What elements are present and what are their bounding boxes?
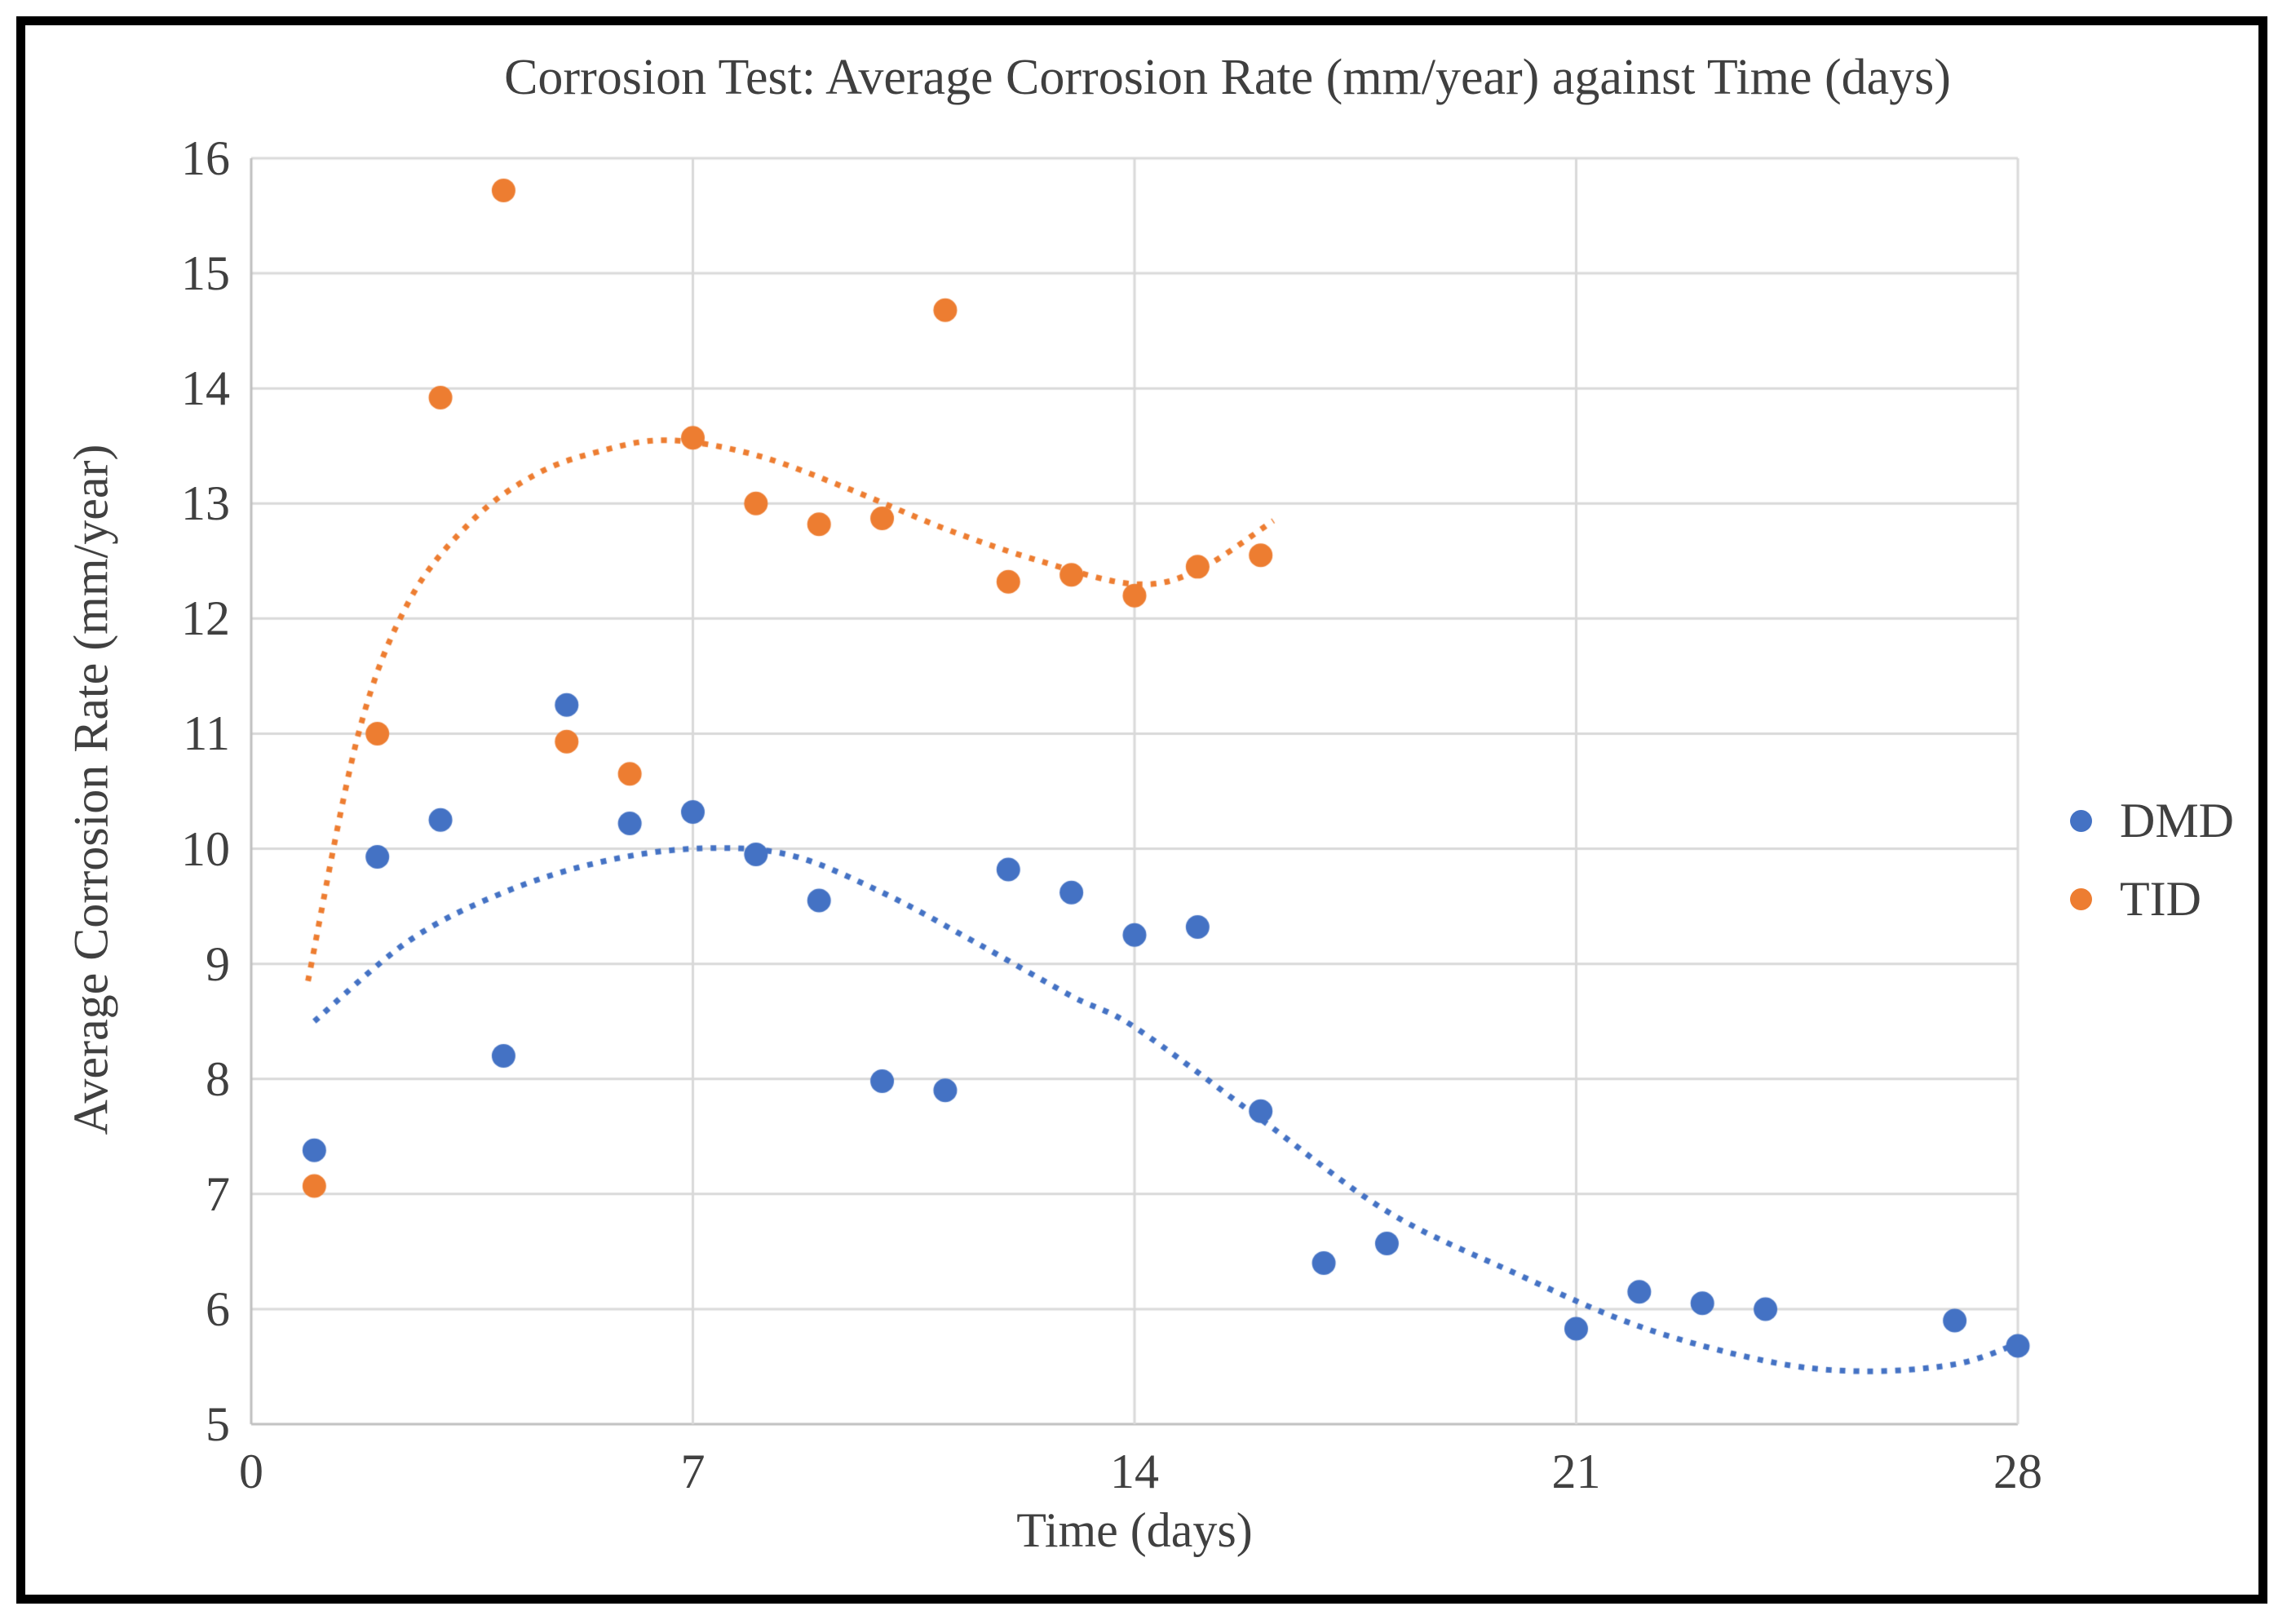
x-tick-label: 14 [1110,1445,1159,1498]
y-tick-label: 9 [206,936,230,991]
y-tick-label: 15 [181,246,230,301]
x-tick-label: 0 [239,1445,263,1498]
y-tick-label: 11 [183,706,230,761]
y-tick-label: 14 [181,361,230,416]
y-tick-label: 10 [181,821,230,876]
y-axis-title: Average Corrosion Rate (mm/year) [64,444,118,1135]
legend-item-dmd: DMD [2070,791,2234,850]
x-tick-label: 28 [1993,1445,2042,1498]
y-tick-label: 13 [181,476,230,531]
legend-label-tid: TID [2120,871,2201,926]
tid-series-dot-icon [2070,887,2092,910]
y-tick-label: 5 [206,1397,230,1451]
y-tick-label: 8 [206,1051,230,1106]
legend-item-tid: TID [2070,870,2234,928]
x-tick-label: 7 [680,1445,706,1498]
dmd-series-dot-icon [2070,809,2092,832]
legend: DMD TID [2070,791,2234,948]
x-axis-title: Time (days) [1016,1503,1253,1557]
y-tick-label: 12 [181,591,230,646]
y-tick-label: 7 [206,1166,230,1221]
y-tick-label: 16 [181,131,230,185]
x-tick-label: 21 [1551,1445,1601,1498]
chart-title: Corrosion Test: Average Corrosion Rate (… [504,50,1951,105]
legend-label-dmd: DMD [2120,793,2235,847]
y-tick-label: 6 [206,1281,230,1336]
